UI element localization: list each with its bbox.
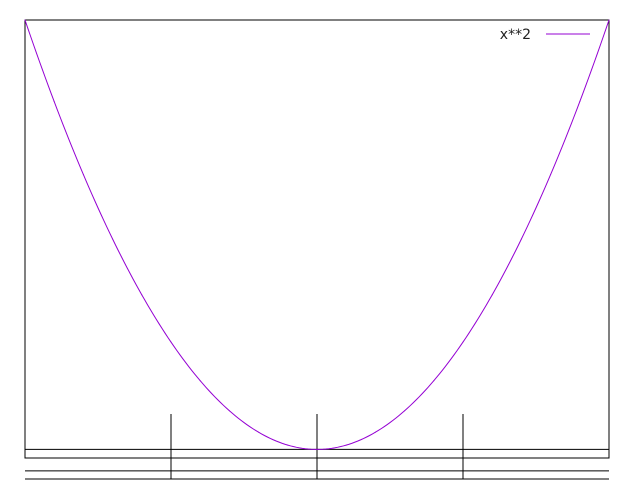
data-point xyxy=(258,431,260,433)
data-point xyxy=(550,174,552,176)
data-point xyxy=(608,19,610,21)
data-point xyxy=(228,410,230,412)
data-point xyxy=(112,238,114,240)
data-point xyxy=(199,380,201,382)
data-point xyxy=(491,294,493,296)
legend: x**2 xyxy=(500,27,590,43)
legend-label-x-squared: x**2 xyxy=(500,27,531,43)
data-point xyxy=(141,294,143,296)
data-point xyxy=(170,341,172,343)
data-point xyxy=(24,19,26,21)
data-point xyxy=(374,431,376,433)
series-layer xyxy=(24,19,610,450)
data-point xyxy=(316,448,318,450)
data-point xyxy=(579,101,581,103)
series-line-x-squared xyxy=(24,19,610,450)
data-point xyxy=(345,444,347,446)
data-point xyxy=(520,238,522,240)
data-point xyxy=(287,444,289,446)
data-point xyxy=(462,341,464,343)
data-point xyxy=(433,380,435,382)
data-point xyxy=(53,101,55,103)
data-point xyxy=(404,410,406,412)
reference-lines xyxy=(25,414,609,480)
data-point xyxy=(82,174,84,176)
